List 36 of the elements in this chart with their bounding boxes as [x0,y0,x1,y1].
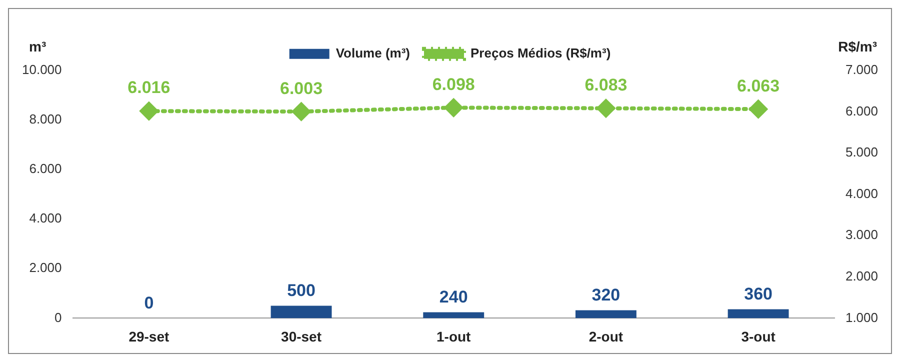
y-tick-label: 0 [54,310,62,325]
data-label: 6.063 [737,76,780,96]
data-label: 6.098 [432,74,475,94]
y-tick-label: 6.000 [29,161,62,176]
x-tick-label: 3-out [741,328,776,344]
data-label: 360 [744,284,772,304]
legend-label: Volume (m³) [336,45,410,60]
data-label: 6.003 [280,78,323,98]
y-tick-label: 2.000 [29,260,62,276]
data-label: 0 [144,293,154,312]
y2-tick-label: 4.000 [845,186,878,201]
y-tick-label: 10.000 [22,62,62,77]
bar [270,306,332,318]
y-axis-title: m³ [29,38,46,54]
bar [728,309,789,318]
y-tick-label: 8.000 [29,112,62,127]
x-tick-label: 30-set [281,328,322,344]
data-label: 240 [439,287,468,306]
bar [423,312,484,318]
data-label: 500 [287,280,316,300]
y2-axis-title: R$/m³ [838,38,878,54]
legend-label: Preços Médios (R$/m³) [470,45,611,60]
data-label: 6.016 [128,78,170,98]
bar [575,310,636,318]
data-label: 6.083 [584,75,628,94]
y2-tick-label: 5.000 [845,144,878,160]
y2-tick-label: 3.000 [845,227,878,242]
y2-tick-label: 2.000 [845,268,878,284]
x-tick-label: 29-set [128,328,170,344]
x-tick-label: 1-out [436,328,472,344]
y-tick-label: 4.000 [29,210,62,226]
data-label: 320 [592,285,620,304]
y2-tick-label: 7.000 [845,62,878,77]
y2-tick-label: 1.000 [845,310,878,325]
x-tick-label: 2-out [588,328,624,344]
y2-tick-label: 6.000 [845,103,878,118]
